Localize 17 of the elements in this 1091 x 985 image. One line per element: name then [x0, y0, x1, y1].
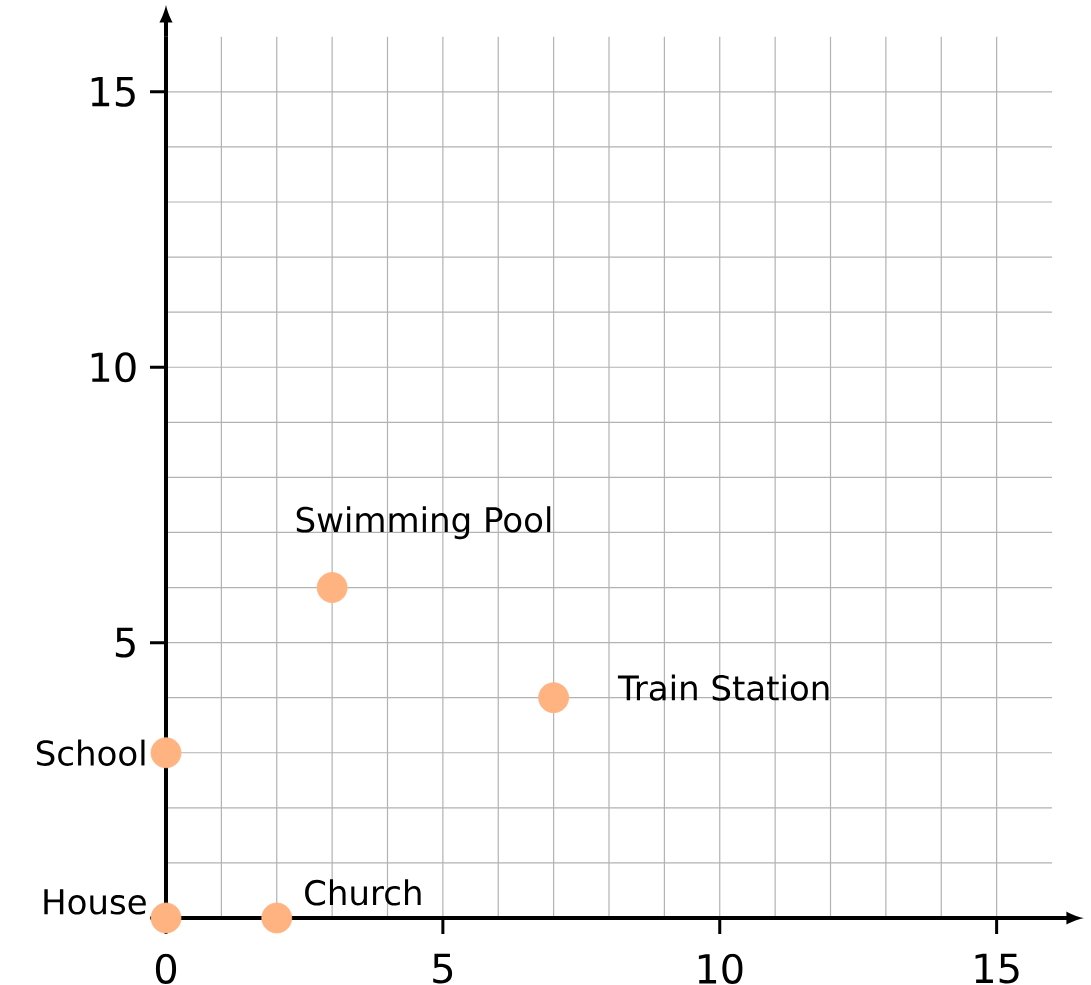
point [316, 572, 348, 603]
y-tick-label: 5 [115, 627, 135, 658]
annotation: Church [305, 879, 421, 906]
annotation: House [44, 889, 146, 915]
annotation: Swimming Pool [296, 506, 551, 540]
y-tick-label: 15 [91, 77, 135, 107]
x-tick-label: 5 [433, 953, 453, 984]
x-tick-label: 15 [975, 953, 1019, 984]
point [150, 902, 182, 934]
point [150, 737, 182, 769]
x-tick-label: 10 [698, 953, 743, 984]
x-tick-label: 0 [155, 953, 177, 984]
annotation: Train Station [617, 674, 829, 701]
y-tick-label: 10 [91, 352, 136, 383]
point [261, 902, 293, 934]
point [538, 682, 570, 714]
annotation: School [36, 739, 145, 766]
